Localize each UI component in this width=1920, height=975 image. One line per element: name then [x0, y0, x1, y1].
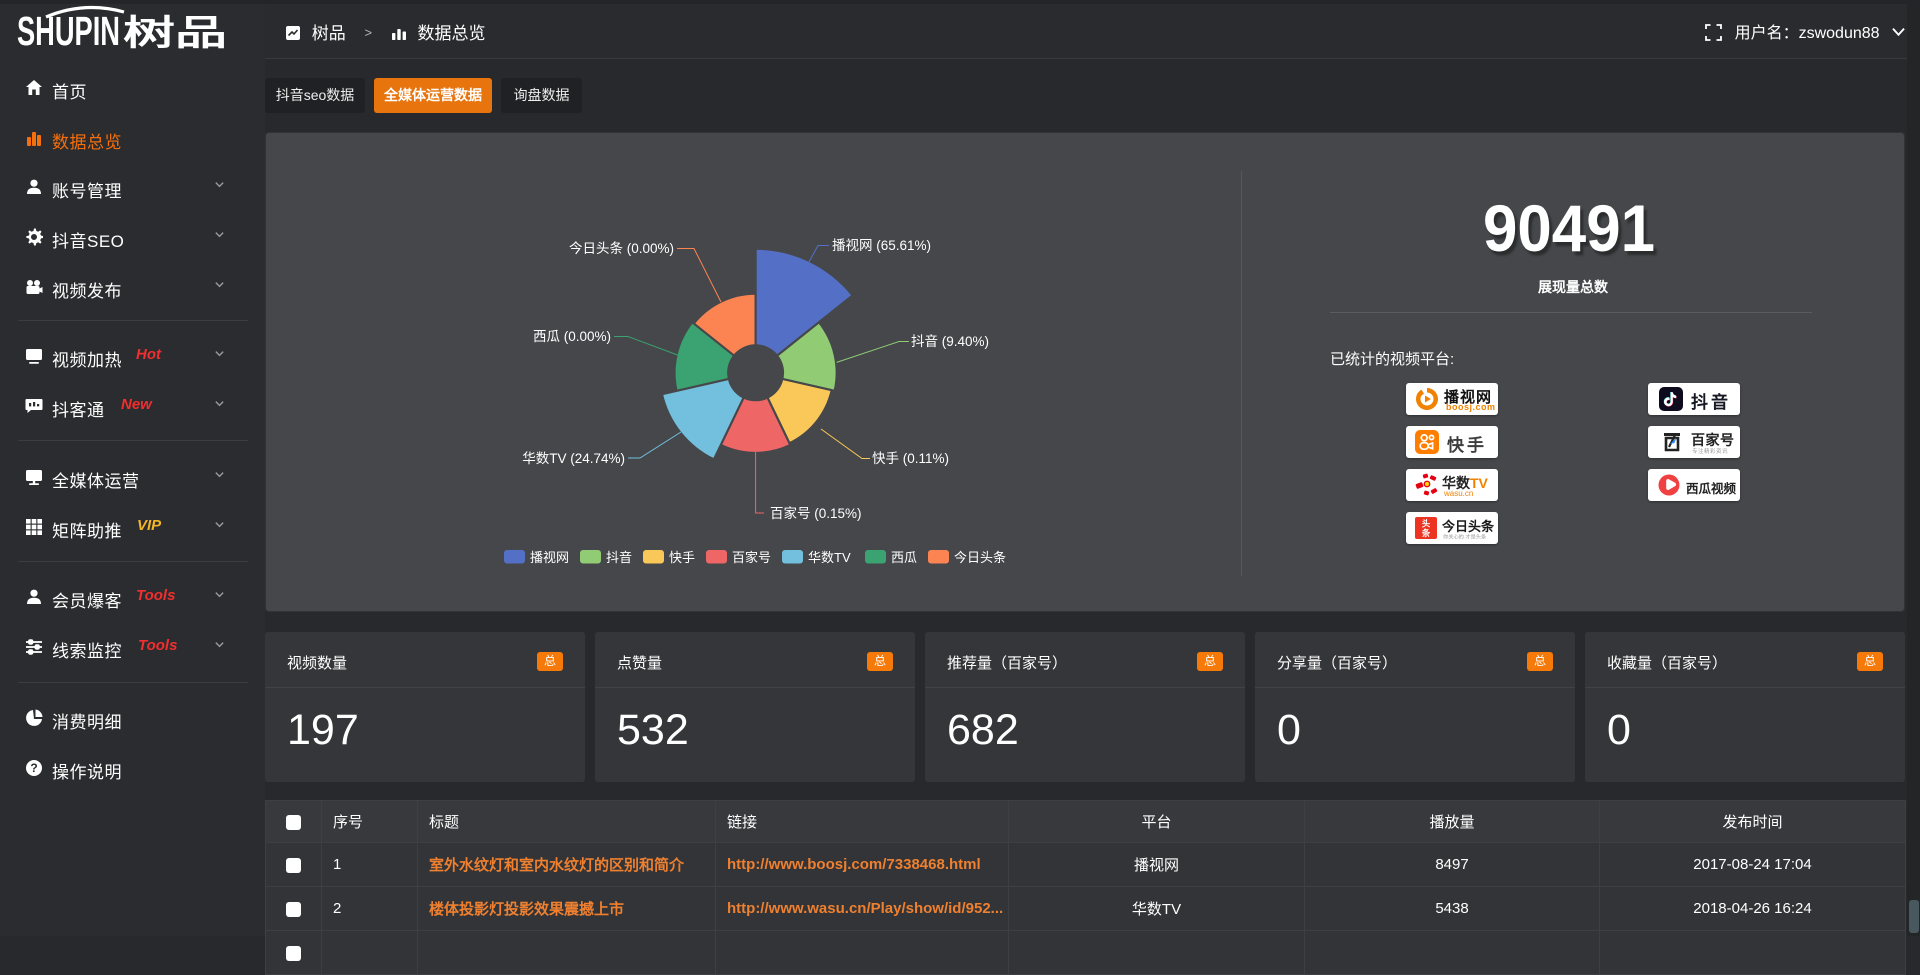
svg-text:华数TV (24.74%): 华数TV (24.74%)	[522, 451, 625, 466]
svg-text:抖音: 抖音	[606, 550, 632, 565]
svg-text:播视网 (65.61%): 播视网 (65.61%)	[832, 238, 931, 253]
svg-text:西瓜 (0.00%): 西瓜 (0.00%)	[533, 329, 611, 344]
svg-text:条: 条	[1422, 528, 1431, 538]
svg-text:今日头条: 今日头条	[954, 550, 1006, 565]
svg-text:西瓜: 西瓜	[891, 550, 917, 565]
svg-text:百家号 (0.15%): 百家号 (0.15%)	[770, 505, 862, 521]
svg-text:抖音 (9.40%): 抖音 (9.40%)	[911, 333, 989, 349]
svg-text:播视网: 播视网	[530, 550, 569, 565]
svg-text:SHUPIN: SHUPIN	[17, 8, 120, 54]
svg-text:今日头条 (0.00%): 今日头条 (0.00%)	[569, 240, 674, 256]
svg-text:华数TV: 华数TV	[808, 550, 851, 565]
svg-text:头: 头	[1422, 519, 1431, 529]
svg-text:快手 (0.11%): 快手 (0.11%)	[872, 451, 949, 466]
svg-text:百家号: 百家号	[732, 550, 771, 565]
svg-text:快手: 快手	[669, 550, 695, 565]
svg-text:?: ?	[30, 761, 37, 775]
svg-text:90491: 90491	[1483, 191, 1655, 265]
svg-text:树品: 树品	[123, 14, 227, 53]
